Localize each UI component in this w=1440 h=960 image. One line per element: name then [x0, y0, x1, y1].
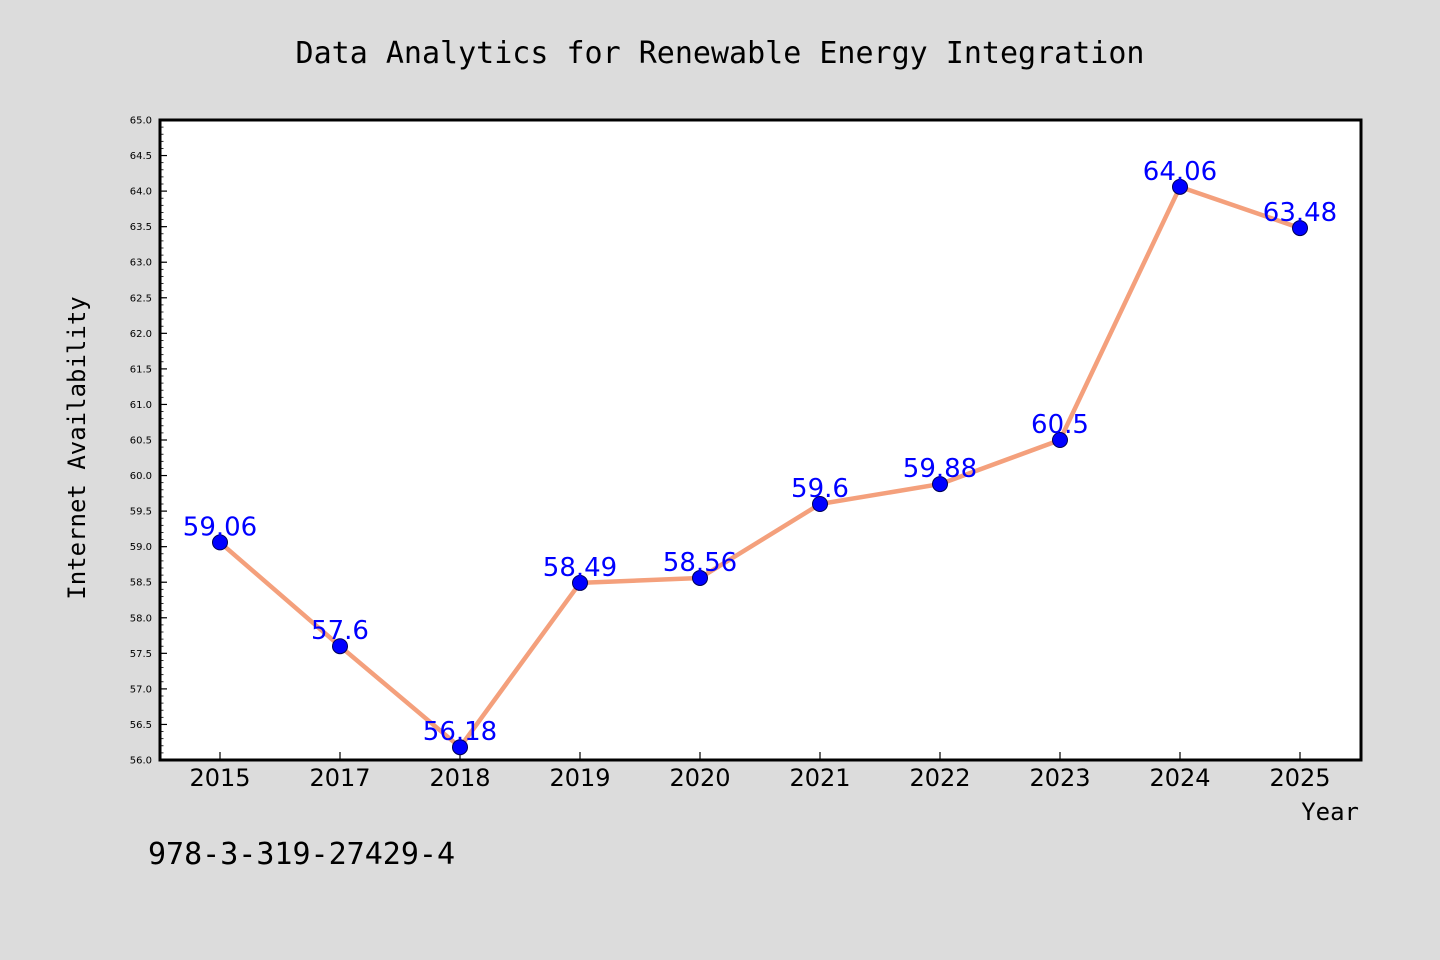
data-label: 59.88 — [903, 454, 977, 484]
y-tick-label: 61.0 — [130, 400, 152, 411]
data-point — [1172, 178, 1188, 195]
data-label: 64.06 — [1143, 157, 1217, 187]
y-tick-label: 56.0 — [130, 756, 152, 767]
data-markers — [212, 178, 1308, 756]
data-point — [452, 739, 468, 756]
x-tick-label: 2024 — [1149, 764, 1210, 792]
y-tick-label: 58.0 — [130, 613, 152, 624]
data-label: 59.06 — [183, 512, 257, 542]
data-labels: 59.06 57.6 56.18 58.49 58.56 59.6 59.88 60.5 64.… — [183, 157, 1337, 747]
y-tick-label: 62.5 — [130, 293, 152, 304]
x-tick-label: 2023 — [1029, 764, 1090, 792]
data-point — [1052, 432, 1068, 448]
y-tick-label: 59.0 — [130, 542, 152, 553]
data-label: 57.6 — [311, 616, 369, 646]
y-tick-label: 60.5 — [130, 436, 152, 447]
y-tick-label: 59.5 — [130, 507, 152, 518]
x-tick-label: 2018 — [429, 764, 490, 792]
data-label: 58.56 — [663, 548, 737, 578]
x-tick-label: 2025 — [1269, 764, 1330, 792]
x-axis-ticks: 2015 2017 2018 2019 2020 2021 2022 2023 2024 2025 — [189, 752, 1331, 792]
y-tick-label: 64.0 — [130, 187, 152, 198]
x-tick-label: 2015 — [189, 764, 250, 792]
data-point — [572, 574, 588, 591]
x-tick-label: 2020 — [669, 764, 730, 792]
series-line-group — [217, 184, 1303, 750]
y-tick-label: 57.5 — [130, 649, 152, 660]
y-tick-label: 58.5 — [130, 578, 152, 589]
data-point — [332, 638, 348, 655]
x-tick-label: 2019 — [549, 764, 610, 792]
plot-frame — [158, 118, 1363, 762]
x-tick-label: 2021 — [789, 764, 850, 792]
y-axis-label: Internet Availability — [63, 296, 91, 599]
chart-title: Data Analytics for Renewable Energy Inte… — [296, 36, 1145, 71]
y-tick-label: 57.0 — [130, 684, 152, 695]
y-tick-label: 60.0 — [130, 471, 152, 482]
x-tick-label: 2022 — [909, 764, 970, 792]
x-tick-label: 2017 — [309, 764, 370, 792]
y-tick-label: 65.0 — [130, 116, 152, 127]
data-label: 59.6 — [791, 474, 849, 504]
plot-area — [160, 120, 1361, 760]
y-tick-label: 61.5 — [130, 364, 152, 375]
data-label: 63.48 — [1263, 198, 1337, 228]
isbn-text: 978-3-319-27429-4 — [148, 837, 455, 872]
y-tick-label: 62.0 — [130, 329, 152, 340]
data-point — [812, 496, 828, 512]
data-point — [1292, 220, 1308, 237]
y-tick-label: 63.0 — [130, 258, 152, 269]
y-tick-label: 56.5 — [130, 720, 152, 731]
x-axis-label: Year — [1301, 798, 1359, 826]
data-label: 56.18 — [423, 717, 497, 747]
data-point — [212, 534, 228, 551]
y-tick-label: 63.5 — [130, 222, 152, 233]
data-label: 60.5 — [1031, 410, 1089, 440]
series-line — [217, 184, 1303, 750]
y-tick-label: 64.5 — [130, 151, 152, 162]
data-point — [692, 569, 708, 586]
data-label: 58.49 — [543, 553, 617, 583]
data-point — [932, 476, 948, 493]
